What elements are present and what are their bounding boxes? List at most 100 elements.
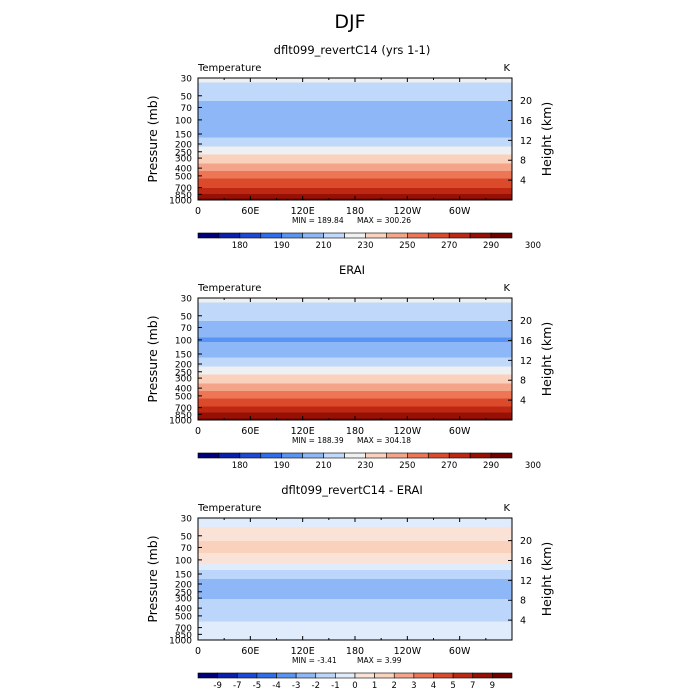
colorbar-label: 290: [483, 461, 499, 471]
field-band: [198, 333, 512, 335]
y-tick-label: 200: [175, 581, 192, 591]
field-band: [198, 94, 512, 97]
x-tick-label: 180: [346, 646, 364, 657]
field-band: [198, 132, 512, 135]
colorbar-box: [448, 232, 471, 239]
panel-title: ERAI: [339, 263, 365, 277]
field-band: [198, 323, 512, 326]
field-band: [198, 624, 512, 627]
panel-units-label: K: [503, 503, 510, 514]
height-tick-label: 20: [520, 316, 532, 327]
x-tick-label: 0: [195, 426, 201, 437]
field-band: [198, 187, 512, 190]
field-band: [198, 105, 512, 108]
field-band: [198, 609, 512, 612]
height-tick-label: 4: [520, 616, 526, 627]
height-tick-label: 16: [520, 336, 532, 347]
colorbar-box: [469, 232, 492, 239]
colorbar-label: 190: [274, 461, 290, 471]
field-band: [198, 585, 512, 588]
y-axis-title: Pressure (mb): [145, 95, 160, 182]
colorbar-label: 3: [411, 681, 416, 691]
field-band: [198, 146, 512, 149]
field-band: [198, 301, 512, 303]
field-band: [198, 571, 512, 574]
field-band: [198, 546, 512, 549]
x-tick-label: 60E: [241, 426, 259, 437]
y-tick-label: 200: [175, 141, 192, 151]
field-band: [198, 633, 512, 636]
field-band: [198, 530, 512, 533]
field-band: [198, 566, 512, 569]
field-band: [198, 181, 512, 184]
y-tick-label: 700: [175, 184, 192, 194]
colorbar-label: 180: [232, 241, 248, 251]
colorbar-box: [386, 452, 408, 459]
colorbar-box: [281, 452, 303, 459]
min-value-label: MIN = -3.41: [292, 656, 337, 665]
field-band: [198, 525, 512, 528]
panels: dflt099_revertC14 (yrs 1-1) Temperature K 0…: [145, 43, 554, 691]
field-band: [198, 91, 512, 94]
field-band: [198, 149, 512, 152]
colorbar-box: [386, 232, 408, 239]
field-band: [198, 180, 512, 183]
field-band: [198, 349, 512, 352]
field-band: [198, 337, 512, 340]
field-band: [198, 621, 512, 624]
field-band: [198, 102, 512, 105]
field-band: [198, 189, 512, 192]
field-band: [198, 407, 512, 410]
colorbar-box: [335, 672, 356, 679]
field-band: [198, 190, 512, 193]
y-tick-label: 400: [175, 605, 192, 615]
field-band: [198, 139, 512, 141]
y-tick-label: 850: [175, 191, 192, 201]
field-band: [198, 135, 512, 138]
field-band: [198, 82, 512, 85]
colorbar-box: [427, 232, 450, 239]
x-tick-label: 120E: [291, 206, 315, 217]
y-axis-title: Pressure (mb): [145, 535, 160, 622]
panel-title: dflt099_revertC14 (yrs 1-1): [274, 43, 431, 57]
field-band: [198, 627, 512, 630]
field-band: [198, 611, 512, 613]
height-tick-label: 8: [520, 156, 526, 167]
colorbar-box: [407, 452, 429, 459]
y-tick-label: 400: [175, 165, 192, 175]
field-band: [198, 403, 512, 406]
field-band: [198, 348, 512, 351]
height-tick-label: 12: [520, 356, 532, 367]
x-tick-label: 120W: [394, 646, 422, 657]
field-band: [198, 355, 512, 358]
field-band: [198, 372, 512, 375]
y-tick-label: 300: [175, 375, 192, 385]
y-tick-label: 70: [181, 104, 193, 114]
field-band: [198, 557, 512, 560]
chart-panel-1: dflt099_revertC14 (yrs 1-1) Temperature K 0…: [145, 43, 554, 251]
field-band: [198, 606, 512, 609]
field-band: [198, 114, 512, 117]
field-band: [198, 177, 512, 180]
field-band: [198, 310, 512, 313]
y-tick-label: 50: [181, 532, 193, 542]
field-band: [198, 380, 512, 383]
colorbar-box: [218, 232, 241, 239]
colorbar-box: [256, 672, 277, 679]
colorbar-box: [302, 232, 324, 239]
field-band: [198, 553, 512, 555]
field-band: [198, 368, 512, 371]
y-tick-label: 100: [175, 336, 192, 346]
colorbar-box: [344, 452, 366, 459]
y2-axis-title: Height (km): [539, 102, 554, 176]
y-tick-label: 30: [181, 75, 193, 85]
field-band: [198, 412, 512, 415]
colorbar-label: 190: [274, 241, 290, 251]
field-band: [198, 145, 512, 148]
colorbar-box: [365, 452, 387, 459]
colorbar-label: 250: [399, 241, 415, 251]
chart-panel-3: dflt099_revertC14 - ERAI Temperature K 0 60E…: [145, 483, 554, 691]
field-band: [198, 542, 512, 545]
field-band: [198, 550, 512, 552]
field-band: [198, 316, 512, 319]
